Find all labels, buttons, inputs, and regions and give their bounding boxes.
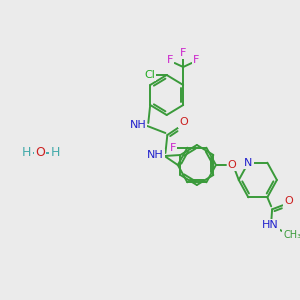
Text: F: F <box>180 48 186 58</box>
Text: O: O <box>35 146 45 160</box>
Text: O: O <box>228 160 236 170</box>
Text: NH: NH <box>147 150 164 160</box>
Text: HN: HN <box>262 220 279 230</box>
Text: N: N <box>244 158 253 168</box>
Text: H: H <box>22 146 32 160</box>
Text: O: O <box>179 117 188 127</box>
Text: F: F <box>193 55 200 65</box>
Text: CH₃: CH₃ <box>283 230 300 240</box>
Text: F: F <box>170 143 176 153</box>
Text: O: O <box>284 196 293 206</box>
Text: F: F <box>167 55 173 65</box>
Text: Cl: Cl <box>144 70 155 80</box>
Text: NH: NH <box>130 120 146 130</box>
Text: H: H <box>51 146 60 160</box>
